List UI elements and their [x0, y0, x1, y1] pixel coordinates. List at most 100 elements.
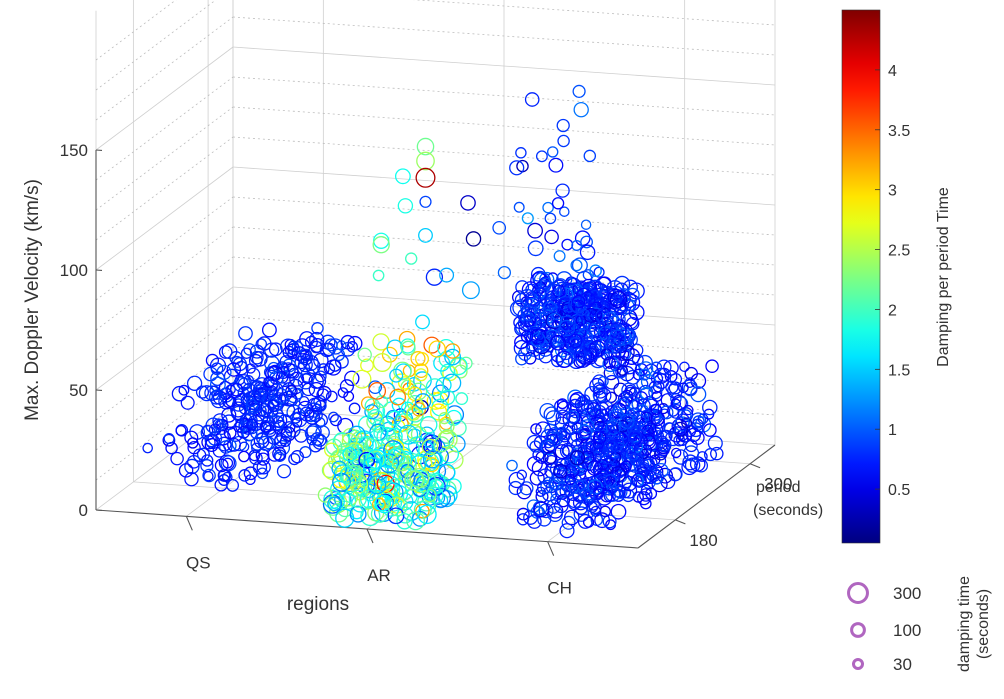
data-points: [143, 85, 723, 537]
minor-grid-line: [96, 107, 233, 210]
data-point-ch: [574, 103, 588, 117]
data-point-qs: [240, 442, 249, 451]
y-axis-label-line1: period: [756, 479, 800, 496]
z-tick-label: 0: [79, 501, 88, 520]
size-legend-marker: [852, 624, 865, 637]
data-point-ar: [382, 347, 397, 362]
data-point-qs: [166, 442, 177, 453]
data-point-ch: [493, 222, 505, 234]
size-legend-marker: [854, 660, 863, 669]
data-point-ch: [543, 202, 553, 212]
size-legend-title-line2: (seconds): [975, 589, 992, 659]
colorbar-tick-label: 0.5: [888, 482, 910, 499]
data-point-ch: [554, 251, 565, 262]
data-point-ch: [691, 431, 704, 444]
data-point-ar: [369, 383, 385, 399]
data-point-ch: [672, 448, 681, 457]
data-point-qs: [263, 323, 277, 337]
data-point-ar: [353, 370, 371, 388]
data-point-qs: [188, 438, 198, 448]
data-point-ch: [573, 258, 588, 273]
size-legend-label: 300: [893, 584, 921, 603]
minor-grid-line: [96, 257, 233, 360]
x-tick: [548, 542, 554, 556]
z-tick-label: 100: [60, 261, 88, 280]
data-point-ch: [573, 85, 585, 97]
size-legend-title-line1: damping time: [956, 576, 973, 672]
data-point-qs: [181, 396, 194, 409]
data-point-qs: [349, 403, 359, 413]
data-point-qs: [239, 451, 249, 461]
colorbar-tick-label: 1.5: [888, 362, 910, 379]
data-point-ch: [706, 360, 718, 372]
minor-grid-line: [96, 17, 233, 120]
x-tick: [186, 516, 192, 530]
data-point-ar: [420, 196, 431, 207]
y-tick: [750, 464, 760, 468]
data-point-ch: [514, 202, 524, 212]
minor-grid-line: [96, 77, 233, 180]
colorbar-tick-label: 3: [888, 183, 897, 200]
data-point-ch: [584, 150, 595, 161]
grid-line: [96, 167, 233, 270]
z-tick-label: 50: [69, 381, 88, 400]
x-axis-label: regions: [287, 594, 349, 615]
size-legend-label: 100: [893, 621, 921, 640]
size-legend-marker: [849, 584, 868, 603]
data-point-ar: [461, 196, 475, 210]
data-point-qs: [239, 327, 252, 340]
grid-line: [96, 47, 233, 150]
data-point-ar: [424, 337, 440, 353]
data-point-ch: [545, 230, 558, 243]
data-point-qs: [289, 454, 300, 465]
x-tick-label: CH: [547, 579, 572, 598]
data-point-ar: [419, 229, 433, 243]
colorbar-tick-label: 2: [888, 302, 897, 319]
data-point-ch: [522, 213, 533, 224]
data-point-ch: [517, 160, 528, 171]
data-point-ar: [396, 169, 411, 184]
data-point-ar: [416, 168, 435, 187]
data-point-qs: [171, 452, 183, 464]
data-point-ch: [548, 147, 558, 157]
data-point-ch: [528, 241, 542, 255]
data-point-ar: [421, 417, 437, 433]
data-point-qs: [176, 426, 186, 436]
y-tick-label: 180: [689, 531, 717, 550]
data-point-ch: [528, 223, 543, 238]
data-point-ar: [406, 253, 417, 264]
data-point-ar: [456, 393, 468, 405]
z-axis-label: Max. Doppler Velocity (km/s): [22, 179, 43, 421]
colorbar-label: Damping per period Time: [935, 187, 952, 367]
data-point-ch: [558, 135, 569, 146]
data-point-ar: [416, 315, 430, 329]
z-tick-label: 150: [60, 141, 88, 160]
y-axis-label-line2: (seconds): [753, 502, 823, 519]
data-point-ch: [641, 498, 651, 508]
colorbar-tick-label: 3.5: [888, 123, 910, 140]
data-point-ar: [373, 270, 383, 280]
minor-grid-line: [96, 0, 233, 60]
data-point-qs: [241, 348, 251, 358]
data-point-ch: [537, 151, 548, 162]
data-point-ch: [557, 120, 569, 132]
data-point-ch: [562, 239, 573, 250]
data-point-ar: [463, 282, 480, 299]
size-legend-label: 30: [893, 655, 912, 674]
data-point-ar: [429, 341, 445, 357]
data-point-qs: [188, 376, 202, 390]
data-point-ch: [549, 158, 563, 172]
data-point-ar: [398, 199, 412, 213]
x-tick: [367, 529, 373, 543]
x-tick-label: AR: [367, 566, 391, 585]
colorbar: Damping per period Time 0.511.522.533.54: [842, 10, 952, 543]
data-point-qs: [345, 371, 359, 385]
colorbar-tick-label: 4: [888, 63, 897, 80]
data-point-qs: [164, 434, 174, 444]
x-tick-label: QS: [186, 553, 211, 572]
data-point-ch: [581, 220, 590, 229]
data-point-ch: [703, 400, 717, 414]
